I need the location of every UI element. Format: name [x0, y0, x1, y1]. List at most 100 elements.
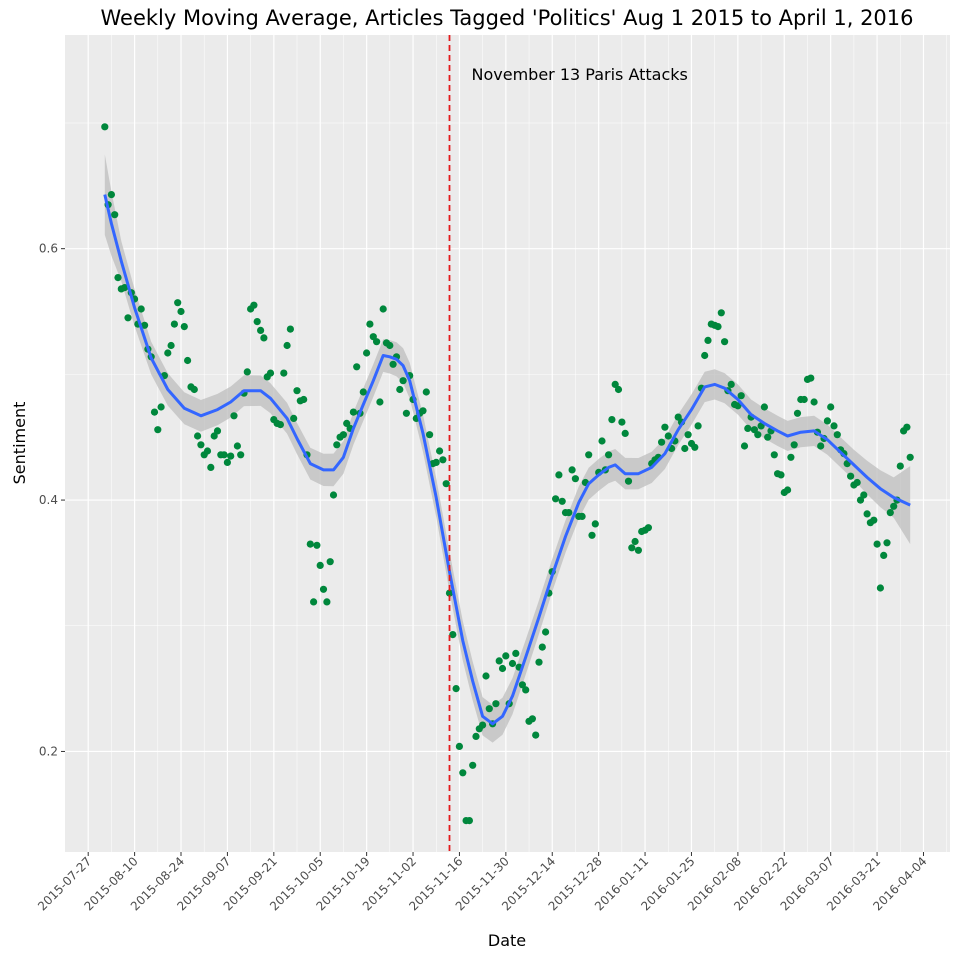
data-point [286, 325, 294, 333]
data-point [860, 491, 868, 499]
data-point [853, 478, 861, 487]
data-point [339, 431, 347, 439]
data-point [233, 442, 241, 450]
data-point [266, 369, 275, 377]
y-axis-title: Sentiment [10, 402, 29, 485]
data-point [230, 412, 238, 420]
data-point [538, 643, 546, 651]
data-point [177, 307, 185, 316]
data-point [770, 451, 778, 459]
data-point [389, 360, 397, 368]
data-point [376, 398, 384, 406]
data-point [532, 731, 540, 739]
y-tick-label: 0.4 [39, 493, 58, 507]
data-point [598, 437, 606, 445]
data-point [784, 486, 792, 494]
data-point [452, 685, 460, 693]
data-point [333, 441, 341, 449]
data-point [379, 305, 387, 313]
data-point [644, 524, 653, 532]
data-point [257, 326, 265, 334]
y-axis: 0.2 0.4 0.6 [39, 242, 65, 758]
data-point [276, 421, 284, 429]
data-point [886, 508, 894, 517]
data-point [479, 721, 487, 729]
data-point [558, 497, 566, 505]
data-point [449, 631, 457, 639]
data-point [237, 451, 245, 459]
data-point [571, 475, 580, 483]
data-point [207, 463, 215, 471]
data-point [661, 423, 669, 431]
data-point [873, 540, 881, 548]
smooth-line-layer [103, 194, 911, 726]
data-point [250, 301, 258, 309]
data-point [734, 402, 742, 410]
data-point [220, 451, 228, 459]
data-point [591, 520, 599, 528]
data-point [631, 537, 639, 546]
data-point [422, 388, 430, 396]
data-point [194, 432, 202, 440]
data-point [634, 546, 643, 554]
smooth-line [103, 194, 911, 726]
data-point [469, 761, 477, 769]
data-point [363, 349, 371, 357]
x-axis: 2015-07-272015-08-102015-08-242015-09-07… [35, 852, 930, 913]
data-point [396, 385, 404, 394]
data-point [565, 508, 573, 517]
data-point [107, 191, 115, 199]
data-point [807, 374, 815, 382]
data-point [863, 510, 871, 518]
data-point [300, 395, 308, 404]
data-point [445, 589, 454, 597]
data-point [880, 551, 888, 560]
data-point [154, 426, 162, 434]
data-point [326, 558, 334, 566]
data-point [260, 334, 268, 342]
data-point [628, 544, 636, 552]
data-point [323, 598, 331, 606]
data-point [518, 681, 527, 689]
data-point [472, 732, 480, 741]
data-point [830, 422, 838, 430]
data-point [293, 387, 301, 395]
data-point [810, 398, 818, 406]
data-point [283, 341, 291, 350]
data-point [608, 416, 616, 424]
data-point [883, 539, 891, 547]
data-point [578, 512, 586, 521]
data-point [717, 309, 725, 317]
data-point [366, 320, 374, 328]
data-point [319, 585, 328, 593]
data-point [310, 598, 318, 606]
data-point [727, 380, 735, 388]
data-point [180, 323, 188, 331]
data-point [906, 453, 914, 461]
data-point [827, 403, 835, 411]
y-tick-label: 0.2 [39, 744, 58, 758]
data-point [359, 388, 367, 396]
data-point [459, 769, 467, 777]
data-point [658, 438, 666, 446]
data-point [823, 417, 832, 425]
data-point [170, 320, 178, 328]
data-point [704, 336, 712, 344]
data-point [349, 408, 357, 416]
data-point [701, 351, 709, 360]
data-point [210, 432, 218, 440]
data-point [876, 584, 885, 592]
data-point [528, 715, 537, 723]
data-point [141, 321, 149, 329]
data-point [121, 284, 129, 292]
data-point [137, 305, 145, 313]
data-point [114, 274, 122, 282]
data-point [740, 442, 749, 450]
data-point [184, 356, 192, 365]
data-point [455, 742, 463, 751]
data-point [508, 659, 517, 668]
x-axis-title: Date [488, 931, 526, 950]
data-point [157, 403, 165, 411]
data-point [585, 451, 593, 459]
data-point [833, 431, 841, 439]
